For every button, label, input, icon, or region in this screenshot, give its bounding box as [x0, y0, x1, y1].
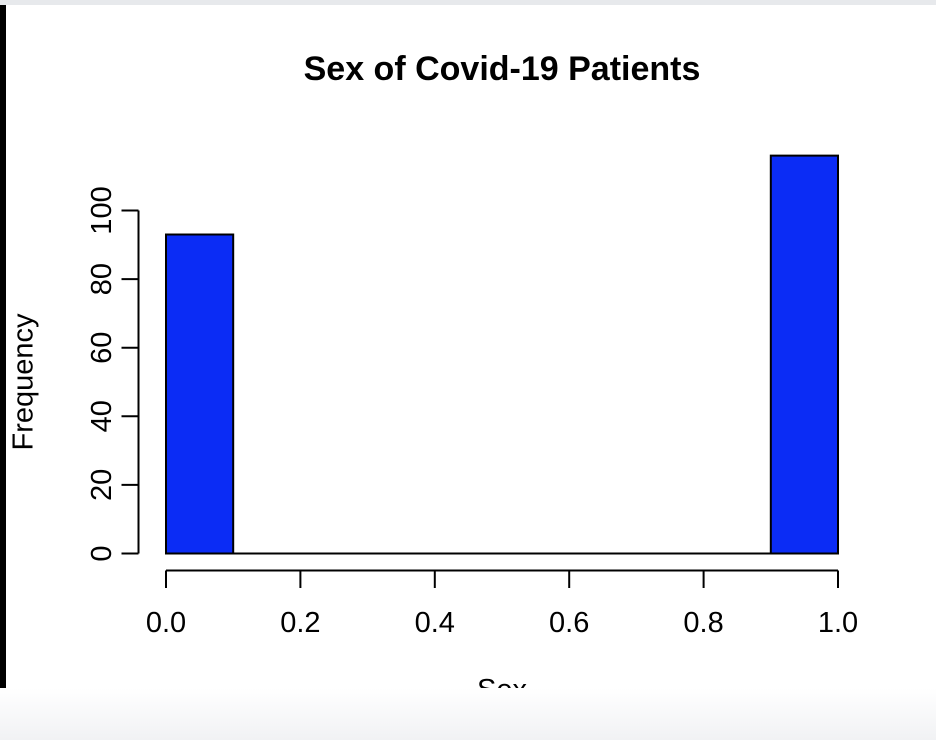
- y-axis-tick-label: 80: [86, 263, 118, 295]
- y-axis-tick-label: 0: [86, 545, 118, 561]
- x-axis-title: Sex: [477, 674, 527, 706]
- x-axis-tick-label: 0.8: [683, 607, 723, 639]
- window-left-edge-strip: [0, 5, 6, 693]
- y-axis-tick-label: 60: [86, 332, 118, 364]
- x-axis-tick-label: 0.0: [146, 607, 186, 639]
- window-top-strip: [0, 0, 936, 5]
- x-axis-tick-label: 0.4: [415, 607, 455, 639]
- chart-title: Sex of Covid-19 Patients: [303, 50, 701, 88]
- y-axis-tick-label: 40: [86, 400, 118, 432]
- x-axis-tick-label: 0.6: [549, 607, 589, 639]
- x-axis-tick-label: 0.2: [280, 607, 320, 639]
- y-axis-tick-label: 100: [86, 186, 118, 234]
- histogram-bar: [165, 233, 235, 555]
- x-axis-tick-label: 1.0: [818, 607, 858, 639]
- y-axis-tick-label: 20: [86, 469, 118, 501]
- histogram-bar: [769, 154, 839, 555]
